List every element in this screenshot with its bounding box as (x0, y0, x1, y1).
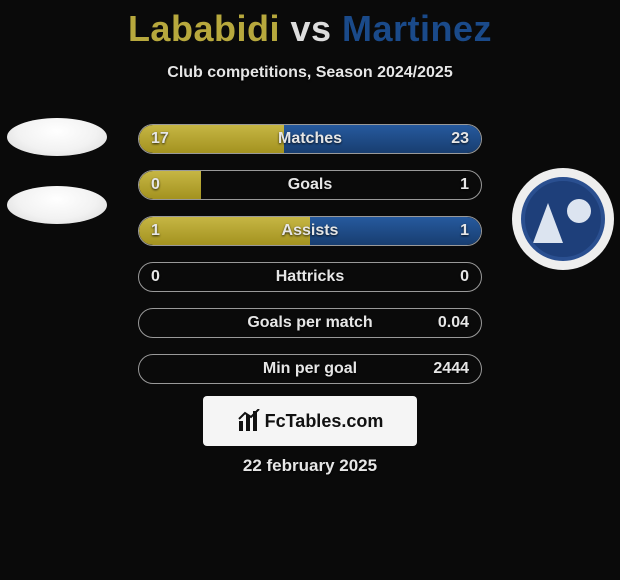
stat-row: Matches1723 (138, 124, 482, 154)
stats-bars: Matches1723 Goals01 Assists11 Hattricks0 0 Go… (138, 124, 482, 400)
crest-emblem-icon (521, 177, 605, 261)
stat-value-player2: 0 (460, 263, 469, 291)
bar-fill-player1 (139, 217, 310, 245)
subtitle: Club competitions, Season 2024/2025 (0, 64, 620, 82)
player1-club-badge-2 (7, 186, 107, 224)
source-badge: FcTables.com (203, 396, 417, 446)
bar-fill-player2 (284, 125, 481, 153)
player2-badges (508, 168, 618, 270)
stat-value-player2: 2444 (433, 355, 469, 383)
bar-fill-player1 (139, 125, 284, 153)
stat-row: Min per goal2444 (138, 354, 482, 384)
vs-text: vs (290, 8, 331, 49)
chart-icon (237, 409, 261, 433)
stat-label: Goals per match (139, 309, 481, 337)
stat-row: Goals per match0.04 (138, 308, 482, 338)
player2-name: Martinez (342, 8, 492, 49)
player1-name: Lababidi (128, 8, 280, 49)
stat-row: Goals01 (138, 170, 482, 200)
player1-badges (2, 118, 112, 224)
stat-value-player2: 1 (460, 171, 469, 199)
date-text: 22 february 2025 (0, 456, 620, 476)
bar-fill-player1 (139, 171, 201, 199)
player1-club-badge-1 (7, 118, 107, 156)
stat-label: Hattricks (139, 263, 481, 291)
comparison-title: Lababidi vs Martinez (0, 0, 620, 50)
bar-fill-player2 (310, 217, 481, 245)
stat-label: Min per goal (139, 355, 481, 383)
stat-row: Hattricks0 0 (138, 262, 482, 292)
stat-value-player1: 0 (151, 263, 160, 291)
player2-club-crest (512, 168, 614, 270)
stat-row: Assists11 (138, 216, 482, 246)
source-text: FcTables.com (265, 411, 384, 432)
stat-value-player2: 0.04 (438, 309, 469, 337)
